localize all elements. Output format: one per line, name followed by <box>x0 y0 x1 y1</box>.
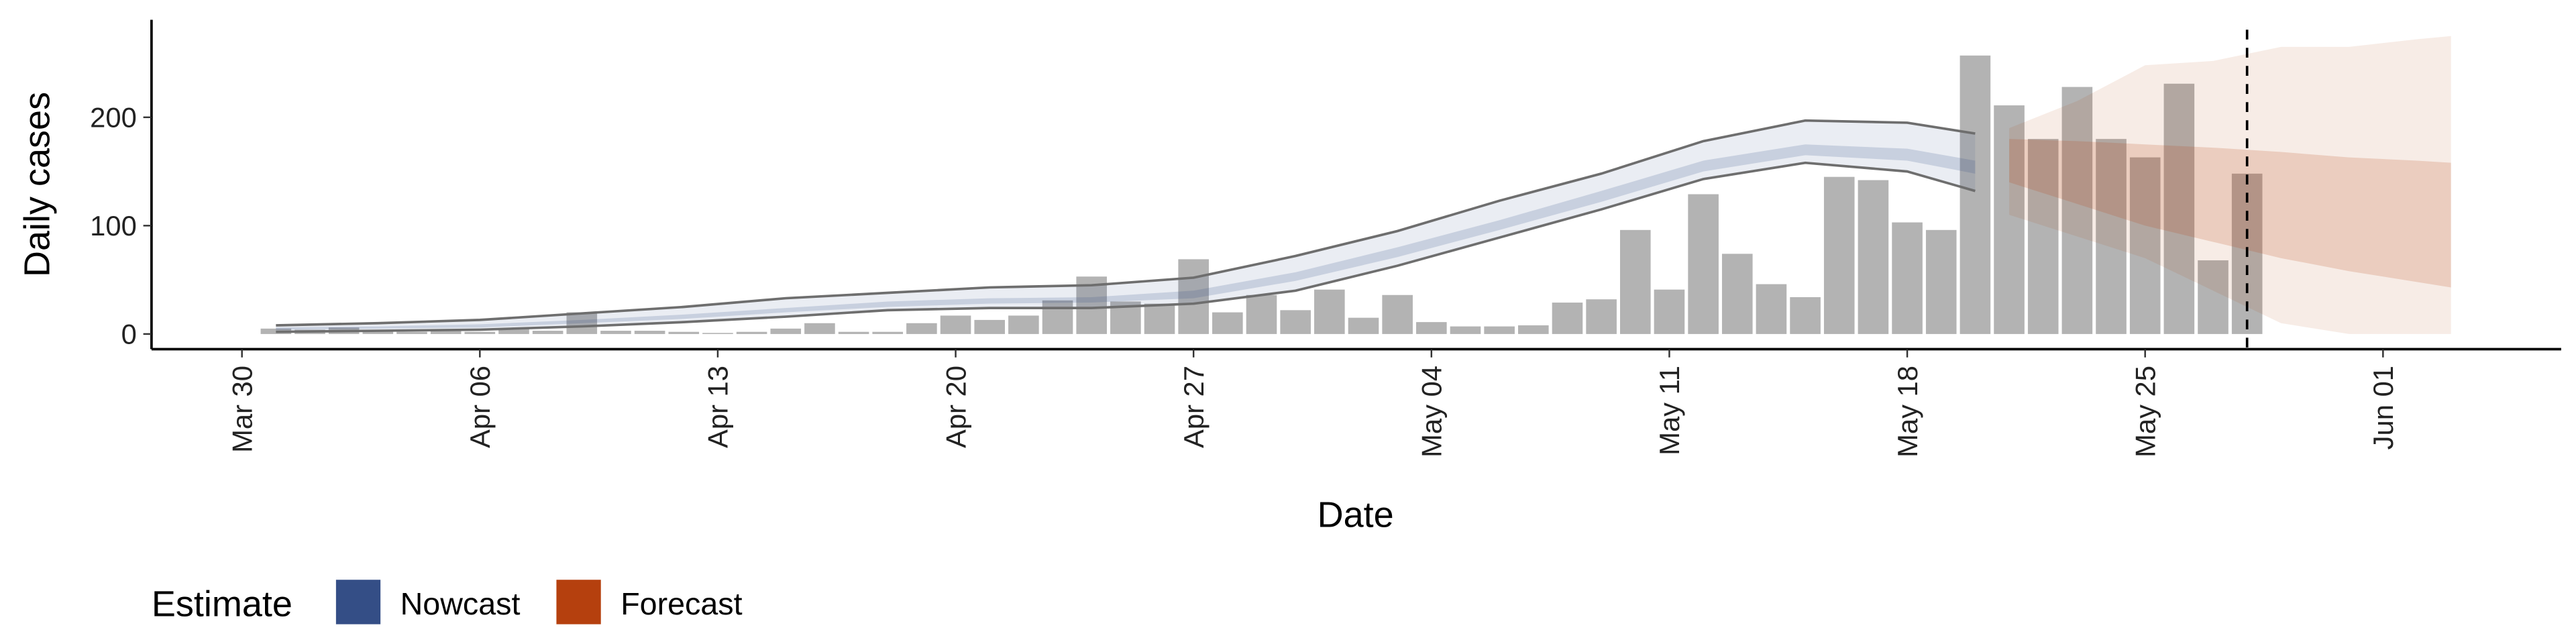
bar <box>974 319 1006 334</box>
bar <box>1892 222 1923 334</box>
bar <box>1756 284 1787 334</box>
bar <box>2129 157 2161 334</box>
bar <box>600 331 631 334</box>
ribbon-50 <box>2009 139 2451 288</box>
y-tick-label: 0 <box>121 319 137 350</box>
bar <box>362 331 394 334</box>
bar <box>770 328 802 334</box>
bar <box>430 331 462 334</box>
bar <box>2027 139 2059 334</box>
bar <box>736 331 767 334</box>
bar <box>872 331 904 334</box>
x-tick-label: May 11 <box>1654 366 1685 455</box>
x-tick-label: Apr 13 <box>702 366 734 448</box>
ribbon-outline <box>276 161 1976 333</box>
bar <box>2096 139 2127 334</box>
bar <box>1178 259 1209 334</box>
bar <box>1925 229 1957 334</box>
bar <box>906 323 937 334</box>
bar <box>2163 83 2195 334</box>
bar <box>1619 229 1651 334</box>
bar <box>566 312 598 334</box>
ribbon-90 <box>2009 36 2451 334</box>
bar <box>1790 297 1821 334</box>
bar <box>1348 317 1379 334</box>
bar <box>838 331 869 334</box>
ribbon-90 <box>276 120 1976 332</box>
bar <box>1484 326 1515 334</box>
bar <box>1721 254 1753 334</box>
bar <box>1416 322 1447 334</box>
bar <box>940 315 971 334</box>
legend-label: Forecast <box>621 586 742 621</box>
bar <box>396 331 427 334</box>
bar <box>1144 303 1175 334</box>
bar <box>532 331 564 334</box>
bar <box>464 331 496 334</box>
bar <box>498 328 529 334</box>
bar <box>1586 299 1617 334</box>
bar <box>1994 105 2025 334</box>
x-tick-label: Apr 20 <box>940 366 971 448</box>
legend-swatch <box>335 580 381 625</box>
ribbon-outline <box>276 119 1976 327</box>
bar <box>668 331 700 334</box>
x-tick-label: May 18 <box>1892 366 1923 458</box>
y-tick-label: 100 <box>90 210 137 241</box>
bar <box>1552 303 1583 334</box>
legend-title: Estimate <box>152 584 292 624</box>
bar <box>1688 194 1719 334</box>
x-tick-label: Jun 01 <box>2367 366 2399 449</box>
bar <box>2061 87 2093 334</box>
bar <box>1823 176 1855 334</box>
bar <box>1654 289 1685 334</box>
legend-label: Nowcast <box>400 586 521 621</box>
y-tick-label: 200 <box>90 102 137 133</box>
y-axis-title: Daily cases <box>17 92 58 277</box>
x-tick-label: Mar 30 <box>226 366 258 453</box>
bar <box>2198 260 2229 334</box>
bar <box>1517 325 1549 334</box>
bar <box>1314 289 1345 334</box>
bar <box>702 333 733 334</box>
bar <box>634 331 665 334</box>
x-tick-label: May 25 <box>2129 366 2161 458</box>
bar <box>1212 312 1243 334</box>
bar <box>804 323 835 334</box>
x-tick-label: Apr 06 <box>464 366 496 448</box>
x-axis-title: Date <box>1318 495 1394 535</box>
bar <box>1450 326 1481 334</box>
x-tick-label: May 04 <box>1416 366 1448 458</box>
bar <box>1008 315 1039 334</box>
legend-swatch <box>556 580 601 625</box>
bar <box>1246 294 1277 334</box>
bar <box>1280 310 1311 334</box>
bar <box>1042 300 1073 334</box>
bar <box>1382 294 1413 334</box>
x-tick-label: Apr 27 <box>1178 366 1210 448</box>
bar <box>1960 55 1991 334</box>
bar <box>1858 180 1889 334</box>
